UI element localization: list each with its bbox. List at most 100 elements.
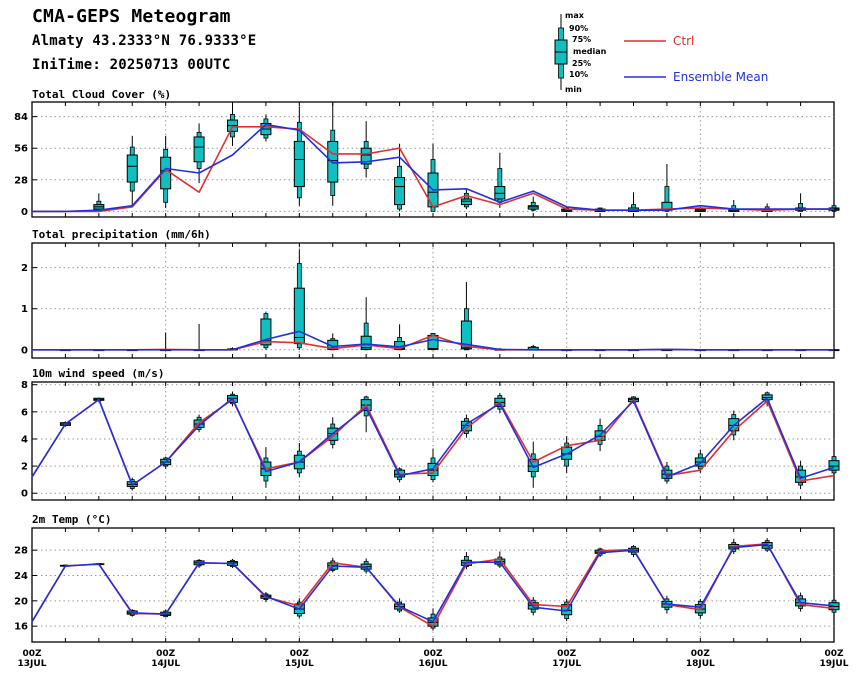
y-tick-label: 56: [14, 144, 28, 155]
x-tick-label-date: 19JUL: [820, 659, 849, 669]
y-tick-label: 16: [14, 622, 28, 633]
ensemble-box: [527, 441, 539, 488]
ensemble-box: [193, 323, 205, 352]
chart-title: CMA-GEPS Meteogram: [32, 6, 231, 27]
box-25-75: [460, 420, 472, 432]
ensemble-box: [494, 152, 506, 208]
y-tick-label: 4: [21, 434, 28, 445]
y-tick-label: 1: [21, 304, 28, 315]
panel-1: Total Cloud Cover (%) 0 28 56 84: [14, 88, 840, 218]
ensemble-box: [828, 451, 840, 477]
box-25-75: [527, 205, 539, 210]
ensemble-box: [93, 193, 105, 212]
x-tick-label-hour: 00Z: [290, 649, 310, 659]
panel-title: 10m wind speed (m/s): [32, 367, 164, 380]
legend: max 90% 75% median 25% 10% min Ctrl Ensemble Mea…: [554, 11, 768, 94]
y-tick-label: 2: [21, 462, 28, 473]
legend-box-label: max: [565, 11, 585, 20]
panel-title: Total precipitation (mm/6h): [32, 228, 211, 241]
legend-box-label: median: [573, 47, 607, 56]
ensemble-box: [260, 311, 272, 350]
ctrl-series-line: [31, 398, 835, 486]
ensemble-box: [293, 106, 305, 206]
x-tick-label-hour: 00Z: [824, 649, 844, 659]
x-tick-label-hour: 00Z: [691, 649, 711, 659]
panel-title: Total Cloud Cover (%): [32, 88, 171, 101]
box-25-75: [394, 177, 406, 206]
ensemble-box: [360, 121, 372, 178]
box-25-75: [193, 136, 205, 163]
ensemble-mean-series-line: [31, 397, 835, 486]
ensemble-box: [628, 192, 639, 212]
y-tick-label: 0: [21, 207, 28, 218]
ensemble-mean-series-line: [32, 123, 834, 213]
legend-box-label: 25%: [572, 59, 591, 68]
x-tick-label-date: 13JUL: [18, 659, 47, 669]
legend-box-label: 90%: [569, 24, 588, 33]
ensemble-box: [795, 460, 807, 490]
y-tick-label: 28: [14, 175, 28, 186]
x-tick-label-hour: 00Z: [22, 649, 42, 659]
box-25-75: [460, 198, 472, 206]
box-25-75: [293, 140, 305, 188]
box-25-75: [494, 186, 506, 200]
legend-line-label: Ctrl: [673, 34, 694, 48]
box-25-75: [360, 147, 372, 165]
ensemble-box: [360, 297, 372, 351]
ensemble-box: [394, 143, 406, 212]
box-25-75: [260, 318, 272, 346]
panel-3: 10m wind speed (m/s) 0 2 4 6 8: [21, 367, 840, 501]
y-tick-label: 84: [14, 112, 28, 123]
legend-box-label: min: [565, 85, 582, 94]
y-tick-label: 0: [21, 345, 28, 356]
box-25-75: [360, 335, 372, 350]
ensemble-box: [160, 332, 172, 352]
box-25-75: [126, 154, 138, 183]
y-tick-label: 0: [21, 489, 28, 500]
x-tick-label-date: 14JUL: [151, 659, 180, 669]
ensemble-box: [527, 196, 539, 212]
ensemble-box: [227, 104, 238, 146]
box-25-75: [460, 320, 472, 350]
x-tick-label-date: 17JUL: [552, 659, 581, 669]
ensemble-mean-series-line: [32, 330, 834, 351]
panel-2: Total precipitation (mm/6h) 0 1 2: [21, 228, 840, 359]
y-tick-label: 6: [21, 407, 28, 418]
x-tick-label-date: 18JUL: [686, 659, 715, 669]
x-tick-label-hour: 00Z: [156, 649, 176, 659]
ensemble-box: [193, 123, 205, 184]
init-time: IniTime: 20250713 00UTC: [32, 57, 231, 73]
ensemble-box: [126, 135, 138, 206]
ensemble-box: [460, 552, 472, 570]
ensemble-box: [460, 414, 472, 438]
y-tick-label: 20: [14, 596, 28, 607]
y-tick-label: 28: [14, 546, 28, 557]
ensemble-box: [460, 188, 472, 210]
location-subtitle: Almaty 43.2333°N 76.9333°E: [32, 33, 257, 49]
panel-title: 2m Temp (°C): [32, 513, 111, 526]
y-tick-label: 2: [21, 263, 28, 274]
ensemble-mean-series-line: [31, 543, 835, 623]
ensemble-box: [661, 462, 673, 484]
legend-box-label: 10%: [569, 70, 588, 79]
y-tick-label: 24: [14, 571, 28, 582]
legend-line-label: Ensemble Mean: [673, 70, 768, 84]
y-tick-label: 8: [21, 380, 28, 391]
ensemble-box: [460, 282, 472, 351]
x-tick-label-hour: 00Z: [423, 649, 443, 659]
box-25-75: [293, 287, 305, 345]
box-10-90: [664, 186, 670, 212]
box-25-75: [828, 460, 840, 471]
x-tick-label-hour: 00Z: [557, 649, 577, 659]
ensemble-box: [661, 164, 673, 212]
ensemble-box: [293, 249, 305, 350]
box-10-90: [798, 203, 803, 212]
legend-box-label: 75%: [572, 35, 591, 44]
ensemble-box: [694, 449, 706, 473]
x-tick-label-date: 15JUL: [285, 659, 314, 669]
ensemble-box: [260, 114, 272, 142]
panel-4: 2m Temp (°C) 16 20 24 28: [14, 513, 840, 643]
x-tick-label-date: 16JUL: [419, 659, 448, 669]
ensemble-box: [828, 597, 840, 616]
